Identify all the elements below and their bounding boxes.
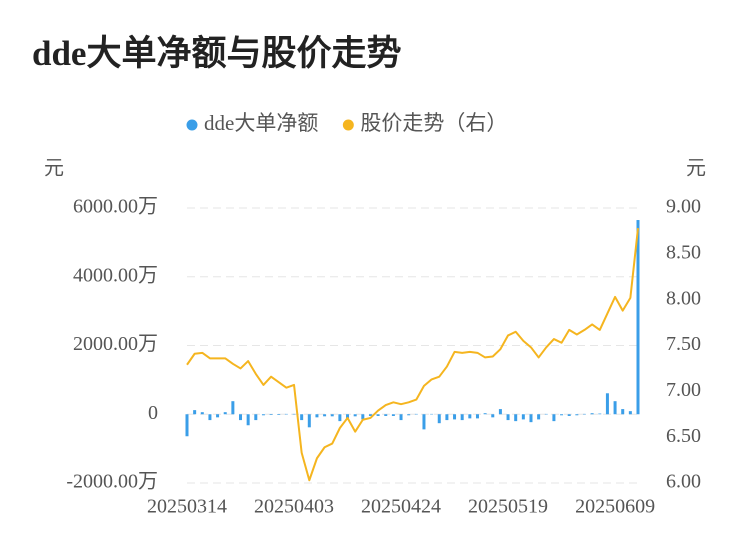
y2-tick-label: 8.00 <box>666 287 701 309</box>
x-tick-label: 20250609 <box>575 496 655 518</box>
y-axis-label: 元 <box>44 158 64 180</box>
y2-tick-label: 6.50 <box>666 425 701 447</box>
price-line <box>186 228 639 482</box>
bar <box>636 220 640 415</box>
bar <box>208 414 212 421</box>
bar <box>628 411 632 415</box>
bar <box>200 412 204 415</box>
bar <box>453 414 457 420</box>
y-tick-label: 0 <box>148 402 158 424</box>
y-tick-label: 4000.00万 <box>73 264 158 286</box>
bar <box>246 414 250 426</box>
bar <box>430 413 434 415</box>
bar <box>330 414 334 417</box>
y2-tick-label: 6.00 <box>666 471 701 493</box>
bar <box>261 414 265 416</box>
bar <box>185 414 189 437</box>
y2-tick-label: 7.50 <box>666 333 701 355</box>
bar <box>590 413 594 415</box>
bar <box>307 414 311 428</box>
bar <box>621 409 625 415</box>
bar <box>323 414 327 417</box>
bar <box>284 413 288 415</box>
bar <box>575 414 579 416</box>
bar <box>475 414 479 419</box>
bar <box>521 414 525 420</box>
bar <box>223 412 227 415</box>
legend-label: 股价走势（右） <box>360 111 507 135</box>
bar <box>544 413 548 415</box>
bar <box>598 413 602 415</box>
y2-tick-label: 8.50 <box>666 241 701 263</box>
bar <box>437 414 441 424</box>
bar <box>277 414 281 415</box>
bar <box>514 414 518 422</box>
bar <box>346 414 350 419</box>
x-tick-label: 20250403 <box>254 496 334 518</box>
bar <box>445 414 449 421</box>
bar <box>231 401 235 415</box>
chart-title: dde大单净额与股价走势 <box>32 34 401 73</box>
bar <box>613 401 617 415</box>
bar <box>483 413 487 415</box>
bar <box>292 413 296 415</box>
bar <box>414 413 418 415</box>
bar <box>376 414 380 416</box>
bar <box>361 414 365 420</box>
x-tick-label: 20250424 <box>361 496 441 518</box>
bar <box>338 414 342 422</box>
x-tick-label: 20250314 <box>147 496 227 518</box>
bar <box>605 393 609 415</box>
bar <box>384 414 388 416</box>
bar <box>391 414 395 416</box>
y-tick-label: 6000.00万 <box>73 196 158 218</box>
bar <box>552 414 556 422</box>
bar <box>498 409 502 415</box>
bar <box>407 414 411 416</box>
bar <box>269 414 273 415</box>
bar <box>537 414 541 420</box>
bar <box>216 414 220 418</box>
bar <box>193 410 197 415</box>
bar <box>468 414 472 419</box>
bar <box>582 413 586 415</box>
y2-tick-label: 9.00 <box>666 196 701 218</box>
bar <box>315 414 319 418</box>
bar <box>506 414 510 421</box>
bar <box>239 414 243 421</box>
bar <box>368 414 372 416</box>
bar <box>422 414 426 430</box>
bar <box>567 414 571 416</box>
bar <box>300 414 304 421</box>
bar <box>399 414 403 421</box>
y2-axis-label: 元 <box>686 158 706 180</box>
bar <box>560 414 564 416</box>
bar <box>460 414 464 421</box>
bar <box>529 414 533 423</box>
bar <box>254 414 258 421</box>
bar <box>491 414 495 418</box>
legend-marker <box>342 119 354 131</box>
legend-label: dde大单净额 <box>204 111 318 135</box>
y2-tick-label: 7.00 <box>666 379 701 401</box>
y-tick-label: -2000.00万 <box>66 471 158 493</box>
y-tick-label: 2000.00万 <box>73 333 158 355</box>
legend-marker <box>186 119 198 131</box>
bar <box>353 414 357 417</box>
x-tick-label: 20250519 <box>468 496 548 518</box>
